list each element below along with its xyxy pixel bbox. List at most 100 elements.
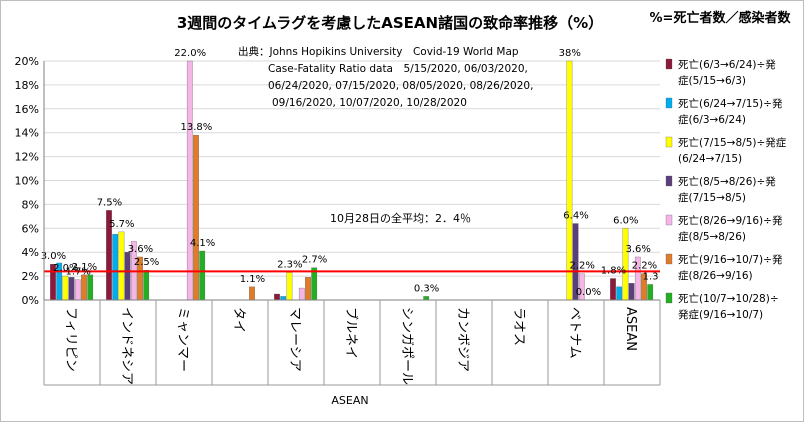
bar — [249, 286, 255, 301]
legend-label: 死亡(8/5→8/26)÷発 — [678, 175, 776, 188]
legend-label: 死亡(9/16→10/7)÷発 — [678, 253, 783, 266]
data-label: 2.7% — [302, 255, 327, 266]
source-note: 出典：Johns Hopikins University Covid-19 Wo… — [238, 45, 533, 109]
data-label: 38% — [559, 48, 581, 59]
bar — [124, 252, 131, 301]
legend-label: 死亡(7/15→8/5)÷発症 — [678, 136, 787, 149]
category-label: マレーシア — [287, 307, 302, 372]
legend-swatch — [665, 214, 673, 226]
legend-label: 症(5/15→6/3) — [678, 74, 746, 87]
category-label: ベトナム — [567, 307, 582, 359]
category-label: ASEAN — [623, 307, 638, 351]
legend-label: 発症(9/16→10/7) — [678, 308, 763, 321]
data-labels: 3.0%2.0%1.7%2.1% 7.5% 5.7% 3.6% 2.5% 22.0% 13.… — [41, 48, 659, 298]
y-tick-label: 16% — [15, 103, 39, 116]
bar — [193, 134, 199, 301]
category-label: シンガポール — [399, 307, 414, 385]
chart-title: 3週間のタイムラグを考慮したASEAN諸国の致命率推移（%） — [177, 14, 603, 32]
source-line-1: 出典：Johns Hopikins University Covid-19 Wo… — [238, 45, 519, 58]
legend-label: 死亡(6/24→7/15)÷発 — [678, 97, 783, 110]
legend-swatch — [665, 175, 673, 187]
legend-label: 症(8/5→8/26) — [678, 230, 746, 243]
data-label: 2.0% — [53, 263, 78, 274]
bar — [186, 60, 193, 301]
data-label: 6.4% — [563, 211, 588, 222]
bar — [87, 274, 94, 301]
y-tick-label: 10% — [15, 175, 39, 188]
data-label: 1.7% — [65, 267, 90, 278]
y-tick-label: 2% — [22, 270, 39, 283]
bar — [199, 250, 206, 301]
legend-label: (6/24→7/15) — [678, 153, 742, 165]
y-tick-label: 20% — [15, 55, 39, 68]
bar — [74, 279, 81, 301]
data-label: 0.0% — [576, 287, 601, 298]
data-label: 5.7% — [109, 219, 134, 230]
data-label: 6.0% — [613, 215, 638, 226]
legend-swatch — [665, 58, 673, 70]
bar — [298, 287, 305, 301]
bar — [280, 296, 287, 301]
data-label: 2.2% — [632, 261, 657, 272]
source-line-2: Case-Fatality Ratio data 5/15/2020, 06/0… — [268, 63, 528, 75]
y-tick-label: 8% — [22, 198, 39, 211]
category-label: インドネシア — [119, 307, 134, 385]
data-label: 1.1% — [240, 274, 265, 285]
bar — [112, 234, 119, 301]
data-label: 3.0% — [41, 251, 66, 262]
legend-label: 症(7/15→8/5) — [678, 191, 746, 204]
category-label: フィリピン — [63, 307, 78, 372]
bar — [274, 293, 280, 301]
legend-label: 死亡(10/7→10/28)÷ — [678, 292, 779, 305]
bar — [286, 272, 293, 301]
bar — [647, 284, 654, 301]
legend-label: 症(6/3→6/24) — [678, 113, 746, 126]
bar — [143, 269, 150, 301]
x-axis: フィリピン インドネシア ミャンマー タイ マレーシア ブルネイ シンガポール カンボジア ラオ… — [43, 61, 661, 386]
source-line-4: 09/16/2020, 10/07/2020, 10/28/2020 — [272, 97, 467, 109]
category-label: ラオス — [511, 307, 526, 346]
legend-label: 症(8/26→9/16) — [678, 269, 753, 282]
data-label: 7.5% — [97, 197, 122, 208]
category-label: ブルネイ — [343, 307, 359, 359]
y-tick-label: 4% — [22, 246, 39, 259]
data-label: 0.3% — [414, 283, 439, 294]
y-tick-label: 14% — [15, 127, 39, 140]
bar — [610, 278, 616, 301]
legend-label: 死亡(6/3→6/24)÷発 — [678, 58, 776, 71]
bar — [628, 283, 635, 301]
y-tick-label: 12% — [15, 151, 39, 164]
bar — [68, 277, 75, 301]
data-label: 1.3 — [643, 271, 659, 282]
bar — [62, 275, 69, 301]
legend-label: 死亡(8/26→9/16)÷発 — [678, 214, 783, 227]
legend-swatch — [665, 292, 673, 304]
bar — [423, 296, 430, 301]
data-label: 22.0% — [174, 48, 206, 59]
y-axis-ticks: 0% 2% 4% 6% 8% 10% 12% 14% 16% 18% 20% — [15, 55, 39, 307]
average-note: 10月28日の全平均：2．4％ — [330, 211, 471, 225]
y-tick-label: 18% — [15, 79, 39, 92]
y-tick-label: 0% — [22, 294, 39, 307]
legend-swatch — [665, 253, 673, 265]
data-label: 3.6% — [128, 244, 153, 255]
legend-swatch — [665, 136, 673, 148]
data-label: 4.1% — [190, 238, 215, 249]
x-axis-title: ASEAN — [331, 394, 368, 407]
bar — [305, 277, 311, 301]
source-line-3: 06/24/2020, 07/15/2020, 08/05/2020, 08/2… — [268, 80, 533, 92]
legend-swatch — [665, 97, 673, 109]
data-label: 2.2% — [569, 261, 594, 272]
data-label: 1.8% — [601, 265, 626, 276]
data-label: 2.1% — [72, 262, 97, 273]
data-label: 3.6% — [625, 244, 650, 255]
y-tick-label: 6% — [22, 222, 39, 235]
legend: 死亡(6/3→6/24)÷発症(5/15→6/3) 死亡(6/24→7/15)÷発… — [665, 58, 787, 321]
bars — [50, 60, 654, 301]
bar — [311, 267, 318, 301]
bar — [118, 231, 125, 301]
category-label: カンボジア — [455, 307, 470, 372]
